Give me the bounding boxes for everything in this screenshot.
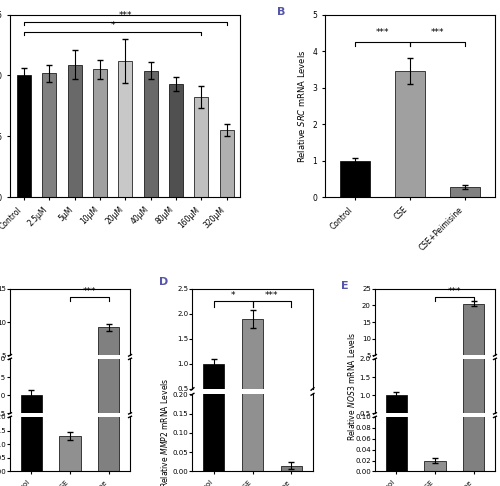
Bar <box>280 413 302 414</box>
Bar <box>60 436 80 471</box>
Bar <box>60 427 80 432</box>
Bar <box>42 73 56 197</box>
Text: ***: *** <box>376 28 389 37</box>
Bar <box>280 466 302 471</box>
Bar <box>203 86 224 471</box>
Text: ***: *** <box>430 28 444 37</box>
Y-axis label: Relative $\it{MMP2}$ mRNA Levels: Relative $\it{MMP2}$ mRNA Levels <box>159 378 170 486</box>
Bar <box>118 61 132 197</box>
Bar <box>144 70 158 197</box>
Bar <box>98 97 120 432</box>
Bar <box>20 395 42 432</box>
Bar <box>60 388 80 389</box>
Text: D: D <box>159 277 168 287</box>
Text: *: * <box>110 21 115 30</box>
Bar <box>203 364 224 414</box>
Text: B: B <box>277 7 285 17</box>
Y-axis label: Relative $\it{SRC}$ mRNA Levels: Relative $\it{SRC}$ mRNA Levels <box>296 49 306 163</box>
Bar <box>386 369 407 372</box>
Bar <box>194 97 208 197</box>
Text: ***: *** <box>82 287 96 296</box>
Bar <box>98 0 120 471</box>
Text: ***: *** <box>448 287 461 296</box>
Bar <box>463 304 484 372</box>
Text: ***: *** <box>118 11 132 20</box>
Bar <box>20 382 42 389</box>
Y-axis label: Relative $\it{NOS3}$ mRNA Levels: Relative $\it{NOS3}$ mRNA Levels <box>346 331 357 441</box>
Bar <box>169 84 183 197</box>
Bar <box>17 75 31 197</box>
Bar <box>386 395 407 432</box>
Bar <box>386 0 407 471</box>
Bar <box>394 71 425 197</box>
Bar <box>463 0 484 471</box>
Bar <box>242 319 263 414</box>
Text: ***: *** <box>265 291 278 299</box>
Bar <box>68 65 82 197</box>
Text: *: * <box>231 291 235 299</box>
Bar <box>98 328 120 389</box>
Bar <box>424 431 446 432</box>
Bar <box>20 199 42 471</box>
Bar <box>463 0 484 432</box>
Bar <box>220 130 234 197</box>
Text: E: E <box>342 281 349 291</box>
Bar <box>340 161 370 197</box>
Bar <box>242 0 263 471</box>
Bar <box>93 69 107 197</box>
Bar <box>450 187 480 197</box>
Bar <box>424 461 446 471</box>
